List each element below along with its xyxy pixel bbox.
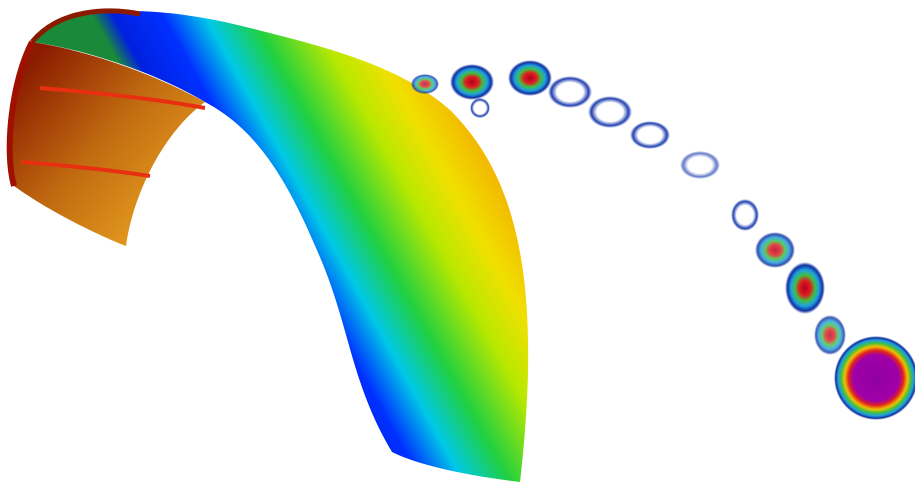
vortex-blob: [630, 121, 670, 149]
vortex-blob: [548, 76, 592, 108]
vortex-blob: [814, 315, 846, 355]
vortex-blob: [450, 64, 494, 100]
page: [0, 0, 915, 490]
vortex-blob: [411, 74, 439, 94]
kite-visualization: [0, 0, 915, 490]
vortex-blob: [588, 96, 632, 128]
vortex-blob: [508, 60, 552, 96]
vortex-core: [834, 336, 915, 420]
vortex-blob: [680, 151, 720, 179]
vortex-blob: [785, 262, 825, 314]
vortex-blob: [755, 232, 795, 268]
vortex-blob: [470, 98, 490, 118]
vortex-blob: [731, 199, 759, 231]
